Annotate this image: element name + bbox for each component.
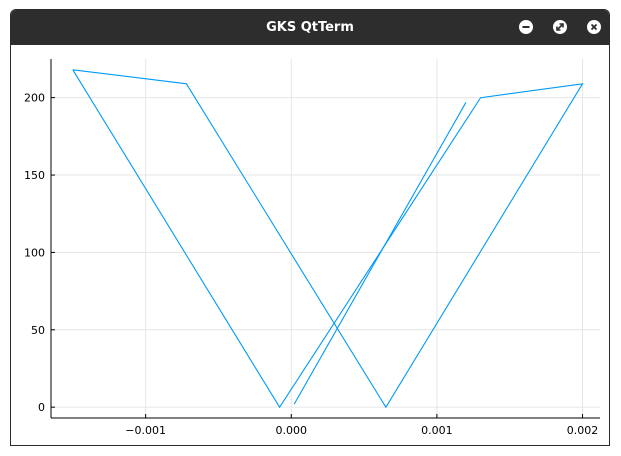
close-button[interactable] [587, 20, 601, 34]
grid [51, 59, 600, 418]
maximize-icon [556, 23, 564, 31]
x-tick-label: −0.001 [125, 424, 166, 437]
y-tick-label: 100 [24, 246, 45, 259]
y-tick-label: 200 [24, 92, 45, 105]
maximize-button[interactable] [553, 20, 567, 34]
series-layer [72, 69, 584, 409]
y-tick-label: 150 [24, 169, 45, 182]
x-tick-label: 0.000 [276, 424, 308, 437]
y-tick-label: 50 [31, 324, 45, 337]
axes [50, 59, 600, 419]
x-tick-label: 0.002 [567, 424, 599, 437]
window-title: GKS QtTerm [266, 20, 354, 35]
x-tick-label: 0.001 [421, 424, 453, 437]
minimize-icon [522, 26, 530, 28]
minimize-button[interactable] [519, 20, 533, 34]
y-tick-label: 0 [38, 401, 45, 414]
series-line-y2 [293, 102, 467, 405]
tick-labels: −0.001 0.000 0.001 0.002 0 50 100 150 200 [24, 92, 598, 437]
title-bar[interactable]: GKS QtTerm [11, 10, 609, 45]
line-chart: −0.001 0.000 0.001 0.002 0 50 100 150 200 [24, 59, 600, 437]
close-icon [590, 23, 598, 31]
app-window: GKS QtTerm −0.001 0.000 0.001 0.002 0 50 100 15… [10, 9, 610, 446]
series-line-y1 [72, 69, 584, 409]
